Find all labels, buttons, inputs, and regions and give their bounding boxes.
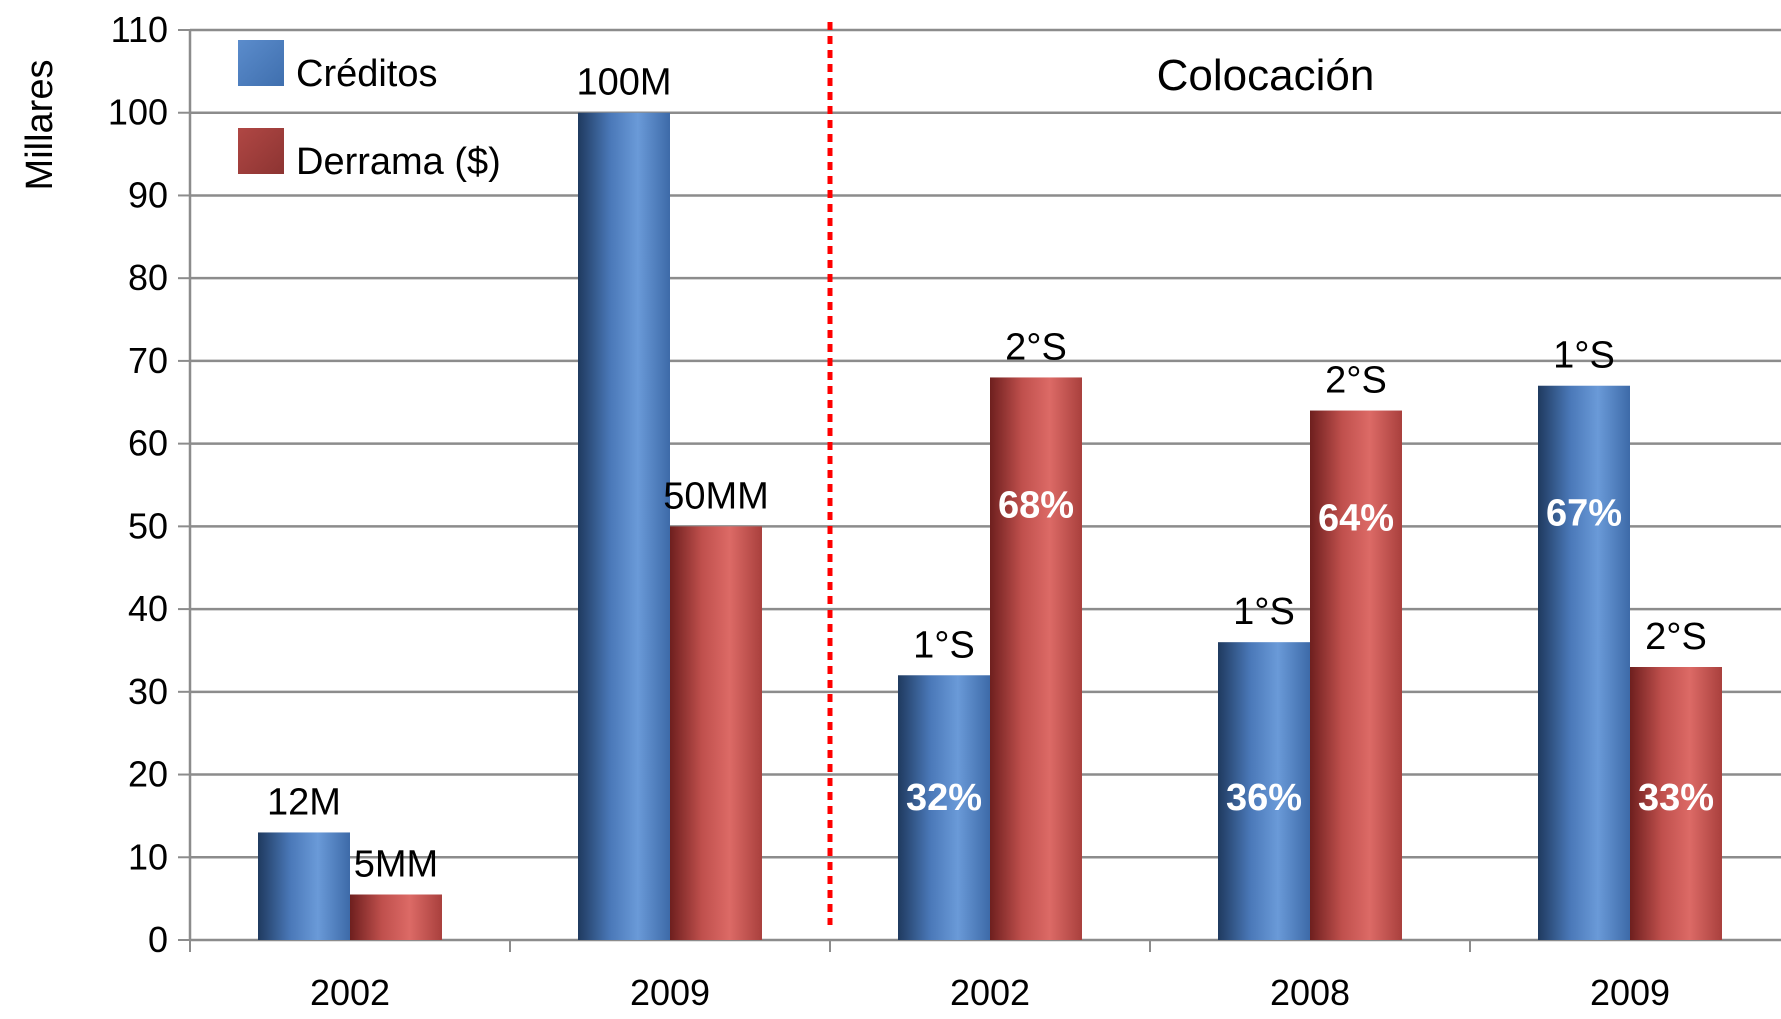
bar-creditos (578, 112, 670, 940)
legend-label: Créditos (296, 53, 438, 95)
bar-value-label: 100M (576, 62, 671, 104)
bar-percent-label: 64% (1318, 498, 1394, 540)
bar-value-label: 12M (267, 781, 341, 823)
bar-derrama (1630, 667, 1722, 940)
bar-value-label: 2°S (1005, 326, 1067, 368)
gridlines (190, 28, 1781, 859)
bar-percent-label: 32% (906, 777, 982, 819)
bar-value-label: 1°S (913, 624, 975, 666)
bar-percent-label: 68% (998, 484, 1074, 526)
axes: 0 10 20 30 40 50 60 70 80 90 100 110 Millares 2002 200… (19, 9, 1781, 1013)
x-tick-label: 2002 (310, 972, 390, 1013)
section-title: Colocación (1157, 51, 1375, 100)
bar-creditos (1218, 642, 1310, 940)
bar-value-label: 2°S (1645, 616, 1707, 658)
bar-value-label: 1°S (1233, 591, 1295, 633)
y-tick-label: 0 (148, 919, 168, 960)
x-tick-label: 2008 (1270, 972, 1350, 1013)
y-tick-label: 10 (128, 836, 168, 877)
bar-value-label: 5MM (354, 844, 438, 886)
y-tick-label: 50 (128, 505, 168, 546)
y-tick-label: 100 (108, 92, 168, 133)
bar-value-label: 2°S (1325, 360, 1387, 402)
bar-creditos (898, 675, 990, 940)
data-labels: 12M 5MM 100M 50MM 1°S 32% 2°S 68% 1°S 36% 2°S 64% 1°… (267, 62, 1714, 886)
bar-creditos (1538, 385, 1630, 940)
legend-label: Derrama ($) (296, 141, 501, 183)
bar-derrama (1310, 410, 1402, 941)
x-tick-label: 2009 (1590, 972, 1670, 1013)
legend-swatch-derrama (238, 128, 284, 174)
y-tick-label: 30 (128, 671, 168, 712)
y-tick-label: 40 (128, 588, 168, 629)
x-tick-label: 2009 (630, 972, 710, 1013)
bar-percent-label: 36% (1226, 777, 1302, 819)
bar-derrama (350, 894, 442, 940)
x-tick-label: 2002 (950, 972, 1030, 1013)
legend-swatch-creditos (238, 40, 284, 86)
bar-percent-label: 67% (1546, 493, 1622, 535)
bar-value-label: 1°S (1553, 335, 1615, 377)
bar-percent-label: 33% (1638, 777, 1714, 819)
annotations: Colocación (827, 22, 1375, 925)
y-tick-label: 110 (111, 9, 168, 50)
legend: Créditos Derrama ($) (238, 40, 501, 183)
bar-derrama (990, 377, 1082, 940)
y-axis-title: Millares (19, 60, 61, 191)
y-tick-label: 60 (128, 423, 168, 464)
bar-creditos (258, 832, 350, 940)
y-tick-label: 90 (128, 174, 168, 215)
bar-derrama (670, 526, 762, 940)
y-tick-label: 80 (128, 257, 168, 298)
y-tick-label: 20 (128, 754, 168, 795)
y-tick-label: 70 (128, 340, 168, 381)
bar-value-label: 50MM (663, 475, 769, 517)
bars (258, 112, 1722, 941)
